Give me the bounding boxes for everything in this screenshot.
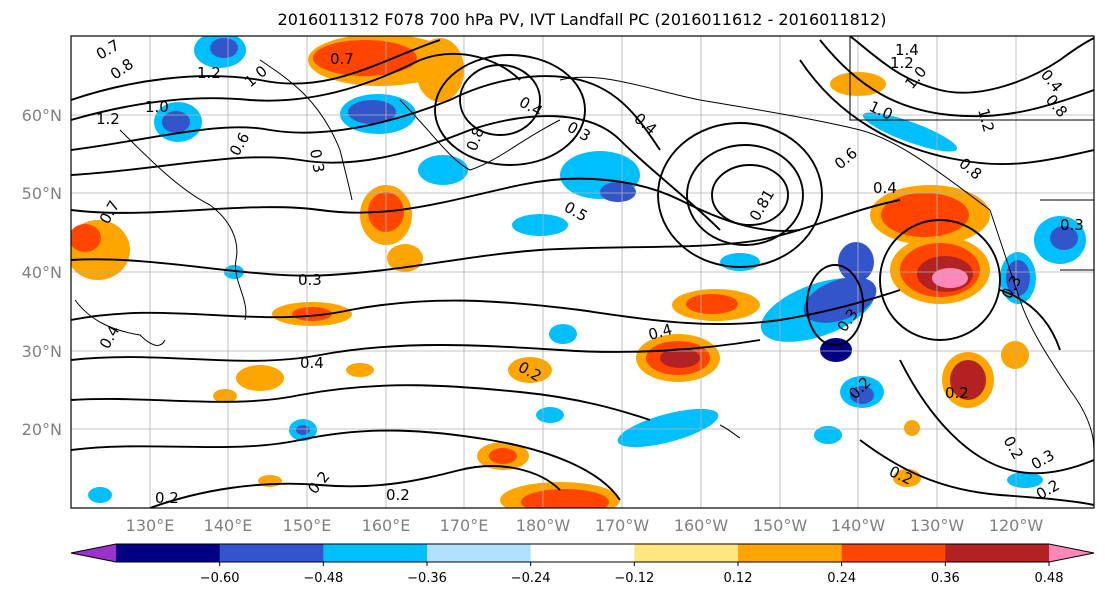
colorbar-extend-max [1049, 544, 1094, 562]
colorbar-segment [427, 544, 532, 562]
lon-label: 180°W [516, 516, 571, 535]
contour-label: 0.4 [873, 179, 897, 197]
colorbar-tick-label: −0.36 [407, 571, 447, 586]
gridlines [71, 36, 1094, 508]
positive-anomaly-blob [672, 289, 760, 321]
lon-label: 150°W [753, 516, 808, 535]
contour-label: 1.2 [974, 106, 998, 134]
contour-label: 1.2 [890, 54, 914, 72]
positive-anomaly-blob [1001, 341, 1029, 369]
contour-label: 1.2 [96, 110, 120, 128]
negative-anomaly-blob [720, 253, 760, 271]
lon-label: 120°W [989, 516, 1044, 535]
positive-anomaly-blob [71, 220, 130, 280]
positive-anomaly-blob [236, 363, 374, 391]
negative-anomaly-blob [536, 407, 564, 423]
negative-anomaly-blob [814, 426, 842, 444]
lon-label: 140°W [831, 516, 886, 535]
negative-anomaly-blob [1000, 216, 1086, 304]
colorbar-segment [219, 544, 324, 562]
negative-anomaly-blob [549, 324, 577, 344]
positive-anomaly-blob [942, 352, 994, 408]
negative-anomaly-blob [194, 36, 246, 68]
longitude-labels: 130°E 140°E 150°E 160°E 170°E 180°W 170°… [126, 516, 1044, 535]
colorbar-segment [738, 544, 843, 562]
colorbar-outline [70, 543, 1095, 563]
colorbar-tick-label: 0.12 [724, 571, 753, 586]
lat-label-60n: 60°N [22, 106, 62, 125]
contour-label: 0.4 [300, 354, 324, 372]
lon-label: 130°W [910, 516, 965, 535]
colorbar-tick-label: −0.48 [303, 571, 343, 586]
coastlines [74, 36, 1094, 451]
negative-anomaly-blob [418, 155, 468, 185]
map-frame [70, 35, 1095, 509]
contour-label: 1.2 [197, 64, 221, 82]
positive-anomaly-blob [636, 334, 720, 382]
colorbar-tick-label: −0.60 [200, 571, 240, 586]
positive-anomaly-blob [508, 357, 552, 383]
lon-label: 150°E [283, 516, 332, 535]
colorbar: −0.60 −0.48 −0.36 −0.24 −0.12 0.12 0.24 0.36 0.4… [70, 543, 1095, 586]
lat-label-40n: 40°N [22, 263, 62, 282]
colorbar-segment [116, 544, 221, 562]
positive-anomaly-blob [272, 302, 352, 326]
map-area: 0.7 0.8 1.2 1.0 1.2 1.0 0.7 0.6 0.3 0.8 … [71, 36, 1094, 508]
lon-label: 130°E [126, 516, 175, 535]
positive-anomaly-blob [870, 185, 990, 304]
colorbar-tick-label: −0.24 [511, 571, 551, 586]
colorbar-segment [945, 544, 1050, 562]
latitude-labels: 60°N 50°N 40°N 30°N 20°N [22, 106, 62, 439]
negative-anomaly-blob [862, 112, 958, 152]
contour-label: 0.2 [155, 489, 179, 507]
lon-label: 170°W [595, 516, 650, 535]
colorbar-tick-label: 0.48 [1035, 571, 1064, 586]
positive-anomaly-blob [500, 482, 620, 508]
negative-anomaly-blob [617, 408, 719, 448]
lat-label-50n: 50°N [22, 184, 62, 203]
lat-label-20n: 20°N [22, 420, 62, 439]
colorbar-tick-label: −0.12 [614, 571, 654, 586]
contour-label: 0.3 [306, 148, 328, 175]
colorbar-segment [841, 544, 946, 562]
colorbar-tick-label: 0.36 [931, 571, 960, 586]
colorbar-segment [634, 544, 739, 562]
negative-anomaly-blob [512, 214, 568, 236]
contour-label: 1.4 [895, 41, 919, 59]
negative-anomaly-blob [340, 94, 416, 134]
negative-anomaly-blob [560, 151, 640, 202]
lon-label: 170°E [440, 516, 489, 535]
contour-label: 0.4 [646, 320, 674, 344]
contour-label: 0.7 [330, 50, 354, 68]
contour-label: 0.2 [945, 384, 969, 402]
lat-label-30n: 30°N [22, 342, 62, 361]
negative-anomaly-blob [289, 419, 317, 441]
pv-contours [71, 36, 1094, 508]
colorbar-tick-label: 0.24 [827, 571, 856, 586]
lon-label: 140°E [204, 516, 253, 535]
contour-label: 0.2 [386, 486, 410, 504]
contour-label: 0.3 [1060, 216, 1084, 234]
colorbar-segment [323, 544, 428, 562]
negative-anomaly-blob [840, 376, 884, 408]
figure-title: 2016011312 F078 700 hPa PV, IVT Landfall… [278, 10, 887, 29]
contour-label: 0.3 [298, 271, 322, 289]
lon-label: 160°E [362, 516, 411, 535]
colorbar-extend-min [71, 544, 116, 562]
positive-anomaly-blob [416, 38, 464, 102]
contour-label: 1.0 [145, 98, 169, 116]
colorbar-segment [530, 544, 635, 562]
positive-anomaly-blob [477, 442, 529, 470]
lon-label: 160°W [674, 516, 729, 535]
